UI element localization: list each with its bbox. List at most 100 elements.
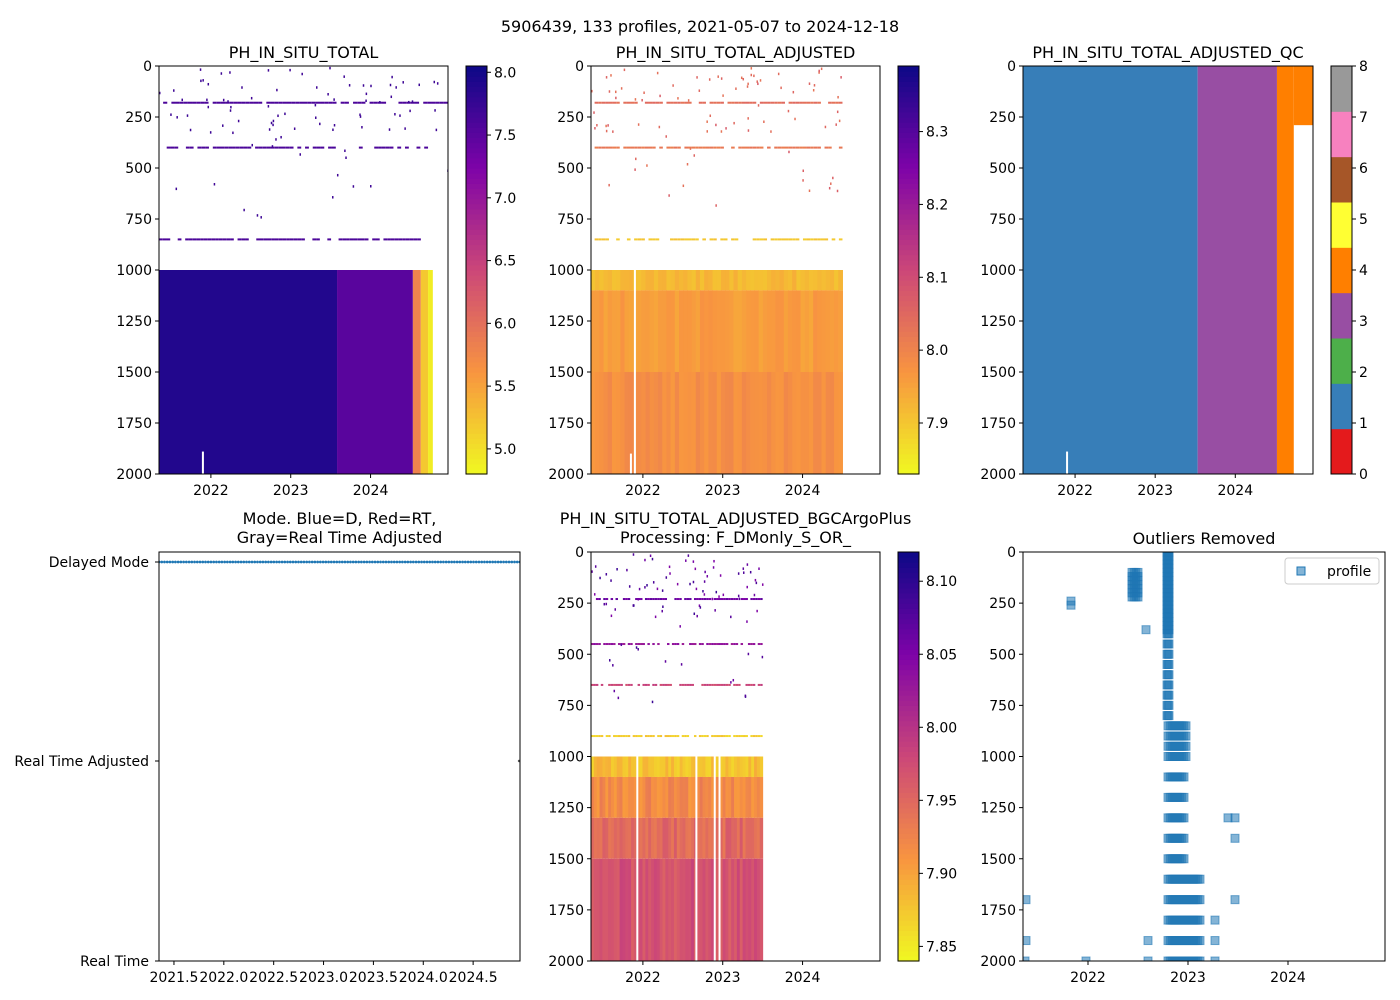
heatmap-point — [638, 587, 641, 591]
colorbar-segment — [466, 178, 487, 184]
heatmap-point — [676, 582, 679, 586]
heatmap-level — [603, 598, 606, 601]
mode-point — [195, 560, 199, 564]
heatmap-cell — [616, 817, 621, 859]
y-tick-label: 250 — [989, 596, 1016, 612]
plot-area — [591, 67, 843, 474]
colorbar-segment — [898, 868, 919, 875]
heatmap-level — [757, 735, 761, 738]
heatmap-cell — [687, 372, 693, 474]
heatmap-level — [216, 101, 221, 104]
heatmap-cell — [813, 270, 818, 291]
heatmap-cell — [649, 290, 655, 372]
heatmap-cell — [691, 776, 695, 818]
heatmap-point — [633, 604, 635, 607]
heatmap-level — [625, 683, 628, 686]
heatmap-point — [270, 121, 273, 125]
heatmap-level — [713, 643, 717, 646]
heatmap-level — [691, 643, 694, 646]
heatmap-block — [428, 270, 433, 474]
mode-point — [483, 560, 486, 564]
heatmap-level — [725, 683, 729, 686]
y-tick-label: 1000 — [116, 263, 152, 279]
colorbar-segment — [898, 736, 919, 742]
heatmap-point — [408, 100, 410, 104]
colorbar-tick-label: 0 — [1359, 467, 1368, 483]
heatmap-point — [761, 655, 764, 659]
panel-p5: PH_IN_SITU_TOTAL_ADJUSTED_BGCArgoPlusPro… — [548, 509, 957, 986]
heatmap-cell — [616, 858, 621, 961]
heatmap-level — [185, 146, 190, 149]
heatmap-level — [381, 146, 386, 149]
heatmap-cell — [645, 372, 651, 474]
heatmap-cell — [651, 858, 655, 961]
heatmap-point — [608, 659, 611, 662]
heatmap-level — [701, 598, 704, 601]
colorbar-segment — [898, 423, 919, 429]
heatmap-level — [734, 238, 739, 241]
heatmap-cell — [662, 270, 667, 291]
heatmap-level — [795, 146, 800, 149]
heatmap-level — [320, 101, 325, 104]
heatmap-level — [752, 643, 756, 646]
heatmap-cell — [688, 776, 692, 818]
mode-point — [510, 560, 514, 564]
colorbar-tick-label: 4 — [1359, 263, 1368, 279]
heatmap-level — [718, 643, 721, 646]
heatmap-level — [763, 238, 768, 241]
heatmap-level — [731, 238, 735, 241]
mode-point — [354, 560, 358, 564]
colorbar-segment — [898, 874, 919, 880]
colorbar-tick-label: 3 — [1359, 314, 1368, 330]
heatmap-level — [630, 643, 633, 646]
colorbar-segment — [898, 812, 919, 819]
heatmap-level — [734, 101, 739, 104]
heatmap-cell — [754, 756, 758, 777]
heatmap-cell — [651, 817, 655, 859]
heatmap-cell — [695, 270, 701, 291]
heatmap-level — [652, 735, 655, 738]
heatmap-level — [637, 735, 641, 738]
heatmap-level — [733, 683, 736, 686]
heatmap-level — [228, 146, 233, 149]
heatmap-level — [713, 735, 717, 738]
colorbar-segment — [898, 674, 919, 681]
y-tick-label: 1500 — [980, 365, 1016, 381]
colorbar-segment — [898, 925, 919, 931]
heatmap-block — [420, 270, 429, 474]
heatmap-level — [601, 238, 606, 241]
heatmap-level — [757, 683, 761, 686]
heatmap-point — [665, 135, 667, 138]
heatmap-cell — [619, 858, 623, 961]
colorbar-segment — [466, 300, 487, 307]
heatmap-point — [719, 574, 722, 577]
heatmap-point — [352, 185, 355, 188]
heatmap-cell — [602, 756, 606, 777]
heatmap-cell — [787, 372, 793, 474]
heatmap-point — [687, 554, 690, 557]
legend-frame — [1284, 557, 1380, 585]
heatmap-point — [695, 587, 698, 591]
heatmap-level — [305, 146, 309, 149]
heatmap-level — [608, 101, 613, 104]
heatmap-level — [409, 238, 414, 241]
heatmap-level — [644, 735, 648, 738]
heatmap-cell — [725, 290, 730, 372]
heatmap-point — [614, 608, 616, 611]
heatmap-cell — [642, 776, 646, 818]
heatmap-point — [333, 124, 336, 127]
heatmap-gap — [713, 756, 716, 961]
heatmap-cell — [633, 776, 638, 818]
heatmap-point — [411, 100, 414, 103]
colorbar-segment — [898, 361, 919, 368]
heatmap-level — [709, 101, 714, 104]
heatmap-point — [316, 86, 318, 89]
heatmap-point — [679, 625, 681, 628]
colorbar-segment — [898, 275, 919, 281]
heatmap-point — [329, 66, 331, 70]
mode-point — [266, 560, 270, 564]
colorbar-segment — [466, 458, 487, 465]
heatmap-cell — [759, 858, 764, 961]
heatmap-cell — [595, 270, 600, 291]
heatmap-level — [662, 598, 665, 601]
